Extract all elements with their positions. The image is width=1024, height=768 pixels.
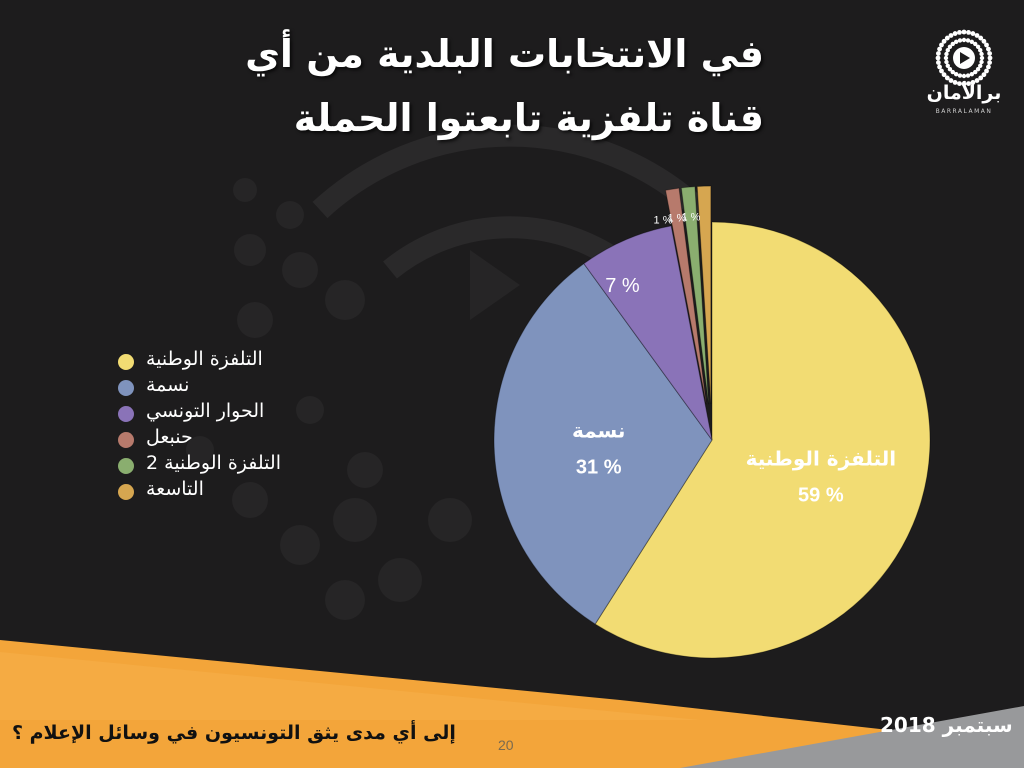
footer-date: سبتمبر 2018 xyxy=(880,713,1013,737)
play-radio-icon xyxy=(935,29,993,87)
legend-swatch xyxy=(118,432,134,448)
legend-label: حنبعل xyxy=(146,426,193,448)
pie-slice xyxy=(680,186,710,405)
legend-label: التلفزة الوطنية xyxy=(146,348,263,370)
chart-legend: التلفزة الوطنية نسمة الحوار التونسي حنبعل ال… xyxy=(116,348,336,504)
legend-swatch xyxy=(118,354,134,370)
pie-slice xyxy=(493,262,713,625)
footer-subtitle: إلى أي مدى يثق التونسيون في وسائل الإعلا… xyxy=(12,722,456,744)
page-number: 20 xyxy=(498,737,514,753)
legend-item: التلفزة الوطنية 2 xyxy=(116,452,336,478)
pie-slice xyxy=(696,185,712,405)
pie-slice xyxy=(594,221,931,659)
logo-name: برالأمان xyxy=(926,82,1002,104)
slice-value-label: 31 % xyxy=(576,457,622,479)
legend-swatch xyxy=(118,484,134,500)
legend-item: نسمة xyxy=(116,374,336,400)
pie-slice xyxy=(664,187,707,405)
legend-item: الحوار التونسي xyxy=(116,400,336,426)
legend-item: حنبعل xyxy=(116,426,336,452)
legend-swatch xyxy=(118,458,134,474)
slice-value-label: 1 % xyxy=(654,214,673,226)
legend-swatch xyxy=(118,406,134,422)
logo-subtitle: BARRALAMAN xyxy=(935,108,993,115)
legend-item: التاسعة xyxy=(116,478,336,504)
chart-title-line-2: قناة تلفزية تابعتوا الحملة xyxy=(293,96,764,140)
pie-slice xyxy=(583,225,713,441)
legend-item: التلفزة الوطنية xyxy=(116,348,336,374)
slice-value-label: 59 % xyxy=(798,485,844,507)
legend-swatch xyxy=(118,380,134,396)
slice-value-label: 7 % xyxy=(605,275,640,297)
legend-label: التلفزة الوطنية 2 xyxy=(146,452,281,474)
legend-label: الحوار التونسي xyxy=(146,400,265,422)
legend-label: نسمة xyxy=(146,374,190,396)
slice-value-label: 1 % xyxy=(667,213,686,225)
chart-title-line-1: في الانتخابات البلدية من أي xyxy=(245,32,764,76)
slice-value-label: 1 % xyxy=(681,212,700,224)
legend-label: التاسعة xyxy=(146,478,204,500)
slice-name-label: نسمة xyxy=(572,419,625,443)
slice-name-label: التلفزة الوطنية xyxy=(746,447,897,471)
